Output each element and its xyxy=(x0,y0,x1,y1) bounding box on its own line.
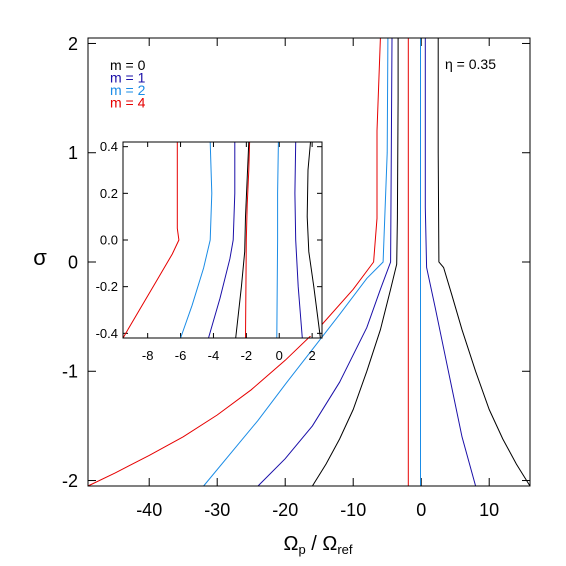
y-axis-label: σ xyxy=(33,245,47,270)
inset-axis-ticks xyxy=(123,142,322,338)
legend-item: m = 1 xyxy=(110,70,146,86)
x-tick-label: -8 xyxy=(142,348,154,363)
y-tick-label: 0.2 xyxy=(100,186,118,201)
x-axis-label: Ωp / Ωref xyxy=(284,533,353,557)
y-tick-label: 0.4 xyxy=(100,139,118,154)
x-tick-label: -10 xyxy=(340,500,366,520)
series-line xyxy=(311,38,399,487)
series-line xyxy=(294,141,303,339)
eta-annotation: η = 0.35 xyxy=(445,56,496,72)
y-tick-label: 2 xyxy=(68,34,78,54)
x-tick-label: -6 xyxy=(175,348,187,363)
x-tick-label: -2 xyxy=(241,348,253,363)
x-tick-label: -30 xyxy=(204,500,230,520)
series-line xyxy=(122,142,180,339)
inset-plot-frame xyxy=(122,141,323,339)
x-tick-label: 2 xyxy=(309,348,316,363)
legend-item: m = 0 xyxy=(110,57,146,73)
series-line xyxy=(203,37,389,487)
series-line xyxy=(437,38,531,487)
main-plot-frame xyxy=(87,37,531,487)
inset-curves xyxy=(122,141,321,339)
x-tick-label: 0 xyxy=(416,500,426,520)
series-line xyxy=(306,141,321,339)
series-line xyxy=(180,141,213,339)
legend: m = 0m = 1m = 2m = 4 xyxy=(110,57,146,111)
legend-item: m = 2 xyxy=(110,82,146,98)
x-tick-label: -4 xyxy=(208,348,220,363)
y-tick-label: 1 xyxy=(68,143,78,163)
x-tick-label: 10 xyxy=(479,500,499,520)
series-line xyxy=(276,141,279,339)
series-line xyxy=(235,141,250,339)
main-curves xyxy=(87,37,531,487)
y-tick-label: -0.2 xyxy=(96,279,118,294)
x-tick-label: -20 xyxy=(272,500,298,520)
x-tick-label: 0 xyxy=(276,348,283,363)
y-tick-label: 0.0 xyxy=(100,233,118,248)
series-line xyxy=(208,142,236,339)
inset-tick-labels: -8 -6 -4 -2 0 2 -0.4 -0.2 0.0 0.2 0.4 xyxy=(96,139,316,363)
series-line xyxy=(257,37,393,487)
series-line xyxy=(424,38,477,487)
main-axis-ticks xyxy=(88,38,530,486)
y-tick-label: -2 xyxy=(62,471,78,491)
x-tick-label: -40 xyxy=(136,500,162,520)
y-tick-label: -0.4 xyxy=(96,326,118,341)
y-tick-label: -1 xyxy=(62,362,78,382)
legend-item: m = 4 xyxy=(110,95,146,111)
series-line xyxy=(87,37,381,487)
y-tick-label: 0 xyxy=(68,252,78,272)
series-line xyxy=(245,141,251,339)
